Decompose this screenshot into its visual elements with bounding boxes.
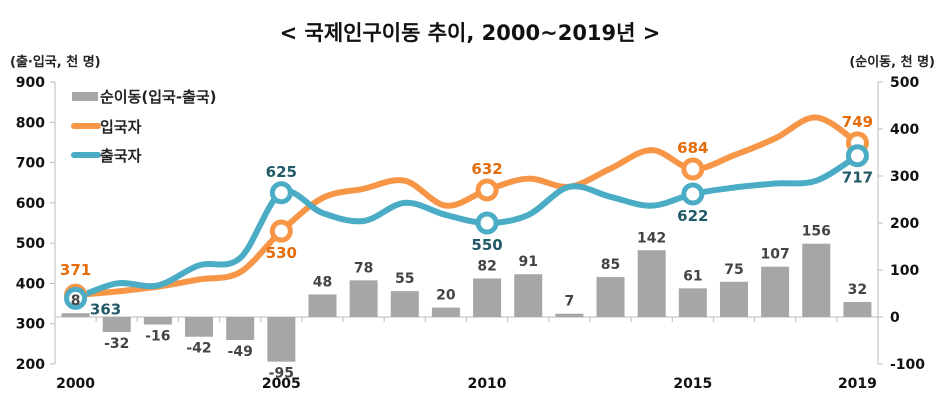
point-label-outflow-2010: 550 bbox=[471, 236, 502, 254]
bar-label-2011: 91 bbox=[518, 254, 537, 270]
bar-label-2017: 107 bbox=[761, 247, 790, 263]
bar-net-2012 bbox=[555, 313, 584, 317]
left-tick-label: 500 bbox=[16, 236, 45, 252]
left-tick-label: 400 bbox=[16, 276, 45, 292]
bar-net-2000 bbox=[61, 313, 90, 317]
right-tick-label: 0 bbox=[890, 310, 900, 326]
right-tick-label: 100 bbox=[890, 263, 919, 279]
x-tick-label: 2015 bbox=[673, 376, 712, 392]
bar-net-2011 bbox=[514, 274, 543, 317]
bar-label-2009: 20 bbox=[436, 288, 456, 304]
bar-label-2016: 75 bbox=[724, 262, 743, 278]
marker-inflow-2015 bbox=[681, 157, 705, 181]
line-inflow bbox=[72, 114, 861, 299]
point-label-outflow-2005: 625 bbox=[266, 163, 297, 181]
bar-net-2007 bbox=[349, 280, 378, 317]
legend-swatch-net bbox=[72, 92, 98, 101]
bar-net-2018 bbox=[802, 243, 831, 317]
left-tick-label: 800 bbox=[16, 115, 45, 131]
x-tick-label: 2000 bbox=[56, 376, 95, 392]
x-tick-label: 2010 bbox=[468, 376, 507, 392]
bar-label-2005: -95 bbox=[269, 366, 294, 382]
point-label-inflow-2015: 684 bbox=[677, 139, 708, 157]
bar-label-2007: 78 bbox=[354, 260, 373, 276]
point-label-outflow-2015: 622 bbox=[677, 207, 708, 225]
point-label-inflow-2010: 632 bbox=[471, 160, 502, 178]
bar-label-2015: 61 bbox=[683, 268, 702, 284]
point-label-outflow-2000: 363 bbox=[90, 300, 121, 318]
legend: 순이동(입국-출국) 입국자 출국자 bbox=[71, 88, 217, 165]
point-label-outflow-2019: 717 bbox=[842, 169, 873, 187]
marker-inflow-2005 bbox=[269, 219, 293, 243]
bar-label-2012: 7 bbox=[565, 294, 575, 310]
bar-label-2002: -16 bbox=[145, 329, 170, 345]
bar-label-2008: 55 bbox=[395, 271, 414, 287]
left-tick-label: 900 bbox=[16, 75, 45, 91]
right-tick-label: -100 bbox=[890, 357, 925, 373]
bar-label-2013: 85 bbox=[601, 257, 620, 273]
bar-net-2008 bbox=[390, 291, 419, 317]
bar-net-2014 bbox=[637, 250, 666, 317]
bar-label-2010: 82 bbox=[477, 258, 496, 274]
bar-net-2005 bbox=[267, 317, 296, 362]
right-tick-label: 200 bbox=[890, 216, 919, 232]
bar-label-2018: 156 bbox=[802, 224, 831, 240]
line-outflow bbox=[72, 152, 861, 302]
marker-inflow-2010 bbox=[475, 178, 499, 202]
bar-label-2014: 142 bbox=[637, 230, 666, 246]
bar-net-2009 bbox=[431, 307, 460, 317]
legend-label-inflow: 입국자 bbox=[100, 118, 142, 136]
right-tick-label: 400 bbox=[890, 122, 919, 138]
point-label-inflow-2019: 749 bbox=[842, 113, 873, 131]
bar-net-2017 bbox=[761, 266, 790, 317]
bar-label-2019: 32 bbox=[848, 282, 867, 298]
bar-net-2015 bbox=[678, 288, 707, 317]
bar-label-2003: -42 bbox=[186, 341, 211, 357]
right-tick-label: 300 bbox=[890, 169, 919, 185]
bar-net-2010 bbox=[473, 278, 502, 317]
bar-net-2019 bbox=[843, 301, 872, 317]
legend-label-net: 순이동(입국-출국) bbox=[100, 88, 217, 106]
marker-outflow-2000 bbox=[64, 286, 88, 310]
marker-outflow-2010 bbox=[475, 211, 499, 235]
left-tick-label: 600 bbox=[16, 196, 45, 212]
bar-label-2006: 48 bbox=[313, 274, 332, 290]
marker-outflow-2019 bbox=[845, 144, 869, 168]
marker-outflow-2015 bbox=[681, 182, 705, 206]
bar-net-2004 bbox=[226, 317, 255, 341]
bar-net-2006 bbox=[308, 294, 337, 317]
bar-net-2002 bbox=[143, 317, 172, 325]
right-tick-label: 500 bbox=[890, 75, 919, 91]
left-tick-label: 200 bbox=[16, 357, 45, 373]
bar-net-2013 bbox=[596, 277, 625, 317]
bar-net-2003 bbox=[185, 317, 214, 337]
left-tick-label: 300 bbox=[16, 317, 45, 333]
x-tick-label: 2005 bbox=[262, 376, 301, 392]
left-axis-label: (출·입국, 천 명) bbox=[10, 54, 101, 70]
chart-title: < 국제인구이동 추이, 2000~2019년 > bbox=[280, 21, 661, 45]
bar-net-2016 bbox=[719, 281, 748, 317]
bar-net-2001 bbox=[102, 317, 131, 333]
point-label-inflow-2000: 371 bbox=[60, 261, 91, 279]
right-axis-label: (순이동, 천 명) bbox=[849, 54, 935, 70]
bar-label-2004: -49 bbox=[228, 344, 253, 360]
bar-label-2000: 8 bbox=[71, 293, 81, 309]
left-tick-label: 700 bbox=[16, 156, 45, 172]
legend-label-outflow: 출국자 bbox=[100, 147, 142, 165]
point-label-inflow-2005: 530 bbox=[266, 244, 297, 262]
x-tick-label: 2019 bbox=[838, 376, 877, 392]
marker-outflow-2005 bbox=[269, 181, 293, 205]
bar-label-2001: -32 bbox=[104, 336, 129, 352]
